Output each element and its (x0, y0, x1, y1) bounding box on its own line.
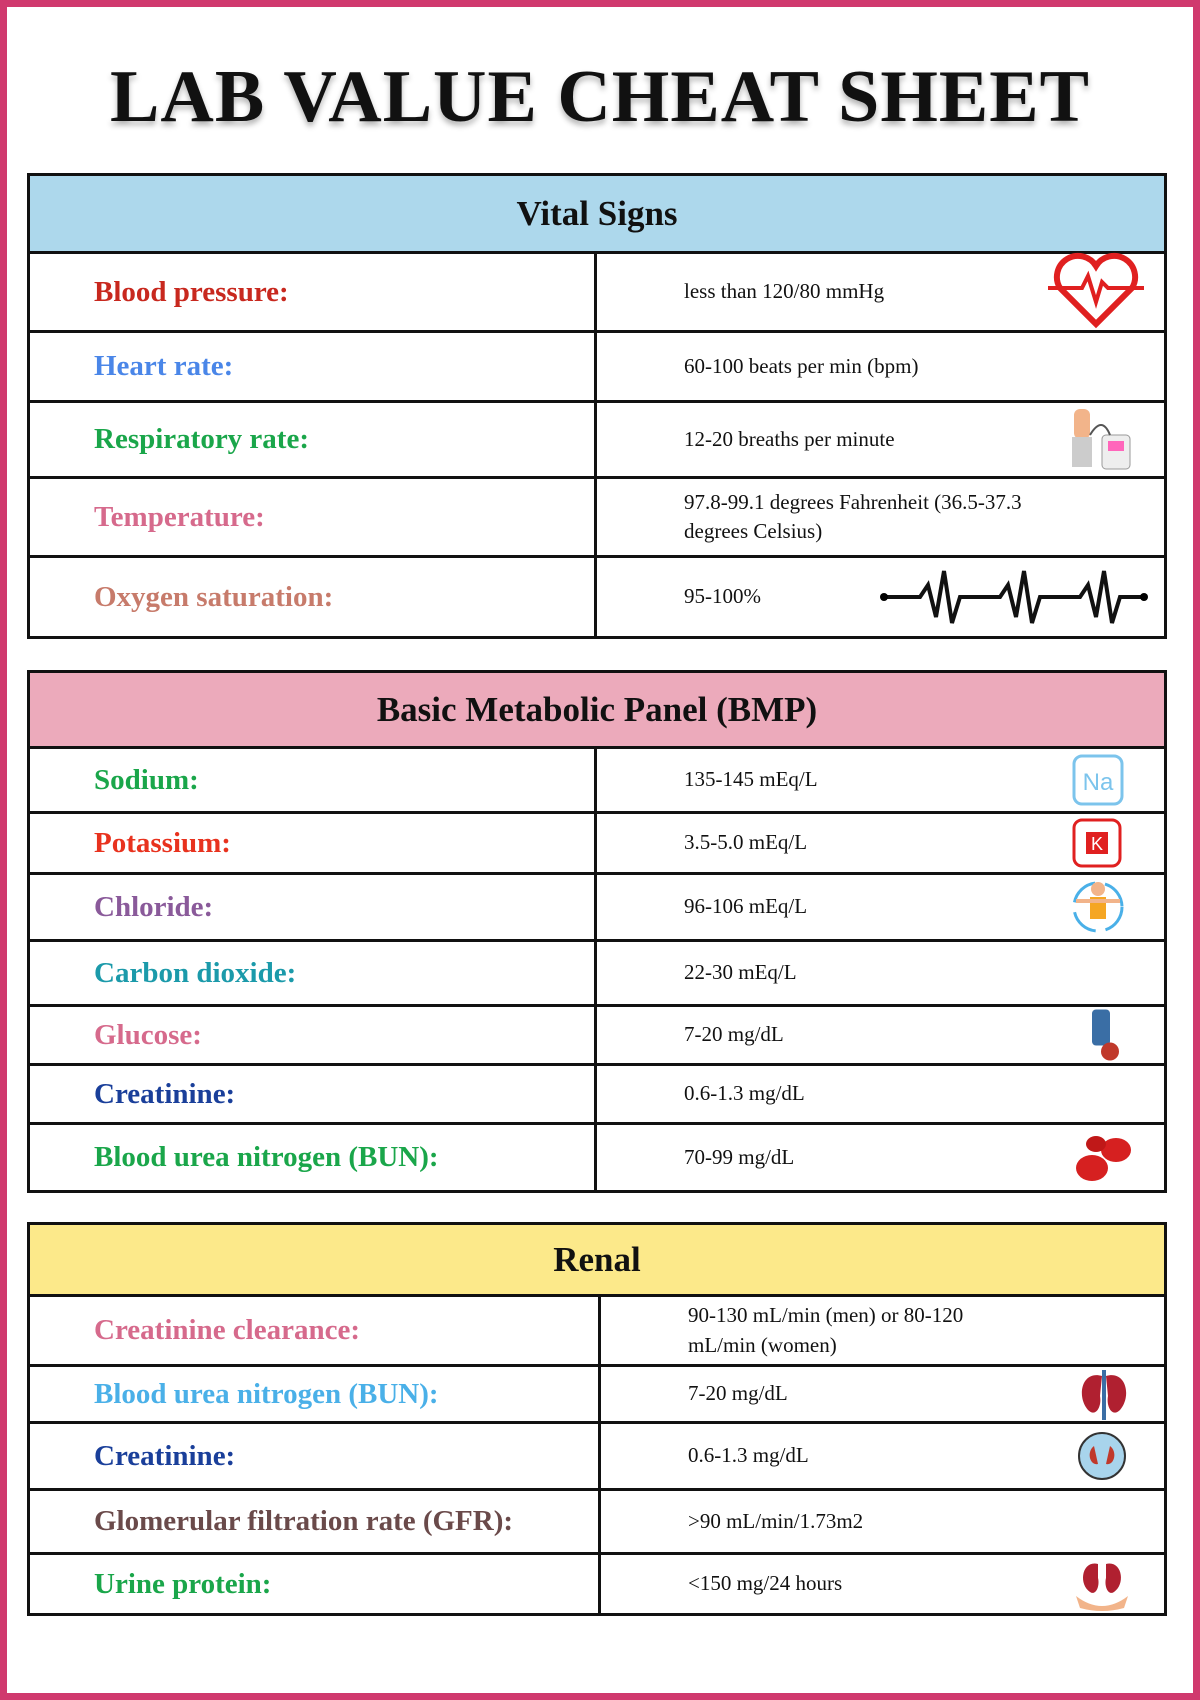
table-row: Glucose: 7-20 mg/dL (27, 1004, 1167, 1066)
row-label: Chloride: (27, 872, 597, 942)
table-row: Carbon dioxide: 22-30 mEq/L (27, 939, 1167, 1007)
row-label: Glomerular filtration rate (GFR): (27, 1488, 601, 1555)
svg-text:K: K (1091, 834, 1103, 854)
table-row: Blood urea nitrogen (BUN): 7-20 mg/dL (27, 1364, 1167, 1424)
value-text: 3.5-5.0 mEq/L (684, 830, 808, 855)
value-text: less than 120/80 mmHg (684, 279, 885, 304)
value-text: 96-106 mEq/L (684, 894, 808, 919)
icon (1076, 1135, 1131, 1181)
value-text: 7-20 mg/dL (684, 1022, 784, 1047)
table-row: Chloride: 96-106 mEq/L (27, 872, 1167, 942)
row-value: 0.6-1.3 mg/dL (598, 1421, 1167, 1491)
row-value: 7-20 mg/dL (594, 1004, 1167, 1066)
row-label: Blood urea nitrogen (BUN): (27, 1122, 597, 1193)
table-row: Blood urea nitrogen (BUN): 70-99 mg/dL (27, 1122, 1167, 1193)
row-value: 12-20 breaths per minute (594, 400, 1167, 479)
row-label: Sodium: (27, 746, 597, 814)
value-text: 97.8-99.1 degrees Fahrenheit (36.5-37.3 … (684, 489, 1022, 543)
svg-text:Na: Na (1083, 769, 1114, 796)
row-value: 96-106 mEq/L (594, 872, 1167, 942)
row-value: 60-100 beats per min (bpm) (594, 330, 1167, 403)
row-label: Oxygen saturation: (27, 555, 597, 639)
table-row: Urine protein: <150 mg/24 hours (27, 1552, 1167, 1616)
icon: Na (1072, 754, 1124, 806)
section-table: Renal Creatinine clearance: 90-130 mL/min … (27, 1222, 1167, 1616)
row-value: 0.6-1.3 mg/dL (594, 1063, 1167, 1125)
row-label: Respiratory rate: (27, 400, 597, 479)
icon (1072, 408, 1131, 469)
section-title: Vital Signs (27, 173, 1167, 254)
row-value: 3.5-5.0 mEq/L K (594, 811, 1167, 875)
icon: K (1072, 818, 1122, 868)
row-value: 90-130 mL/min (men) or 80-120 mL/min (wo… (598, 1294, 1167, 1367)
row-value: >90 mL/min/1.73m2 (598, 1488, 1167, 1555)
row-value: 95-100% (594, 555, 1167, 639)
row-label: Blood pressure: (27, 251, 597, 333)
row-value: 7-20 mg/dL (598, 1364, 1167, 1424)
value-text: 90-130 mL/min (men) or 80-120 mL/min (wo… (688, 1303, 964, 1357)
icon (1081, 1370, 1127, 1420)
value-text: >90 mL/min/1.73m2 (688, 1508, 864, 1533)
table-row: Blood pressure: less than 120/80 mmHg (27, 251, 1167, 333)
icon (1092, 1009, 1119, 1061)
table-row: Respiratory rate: 12-20 breaths per minut… (27, 400, 1167, 479)
table-row: Oxygen saturation: 95-100% (27, 555, 1167, 639)
table-row: Sodium: 135-145 mEq/L Na (27, 746, 1167, 814)
row-label: Carbon dioxide: (27, 939, 597, 1007)
value-text: 60-100 beats per min (bpm) (684, 353, 919, 378)
row-value: 70-99 mg/dL (594, 1122, 1167, 1193)
title: LAB VALUE CHEAT SHEET (110, 56, 1090, 138)
section-table: Basic Metabolic Panel (BMP) Sodium: 135-14… (27, 670, 1167, 1193)
section-title: Renal (27, 1222, 1167, 1297)
icon (1072, 881, 1124, 933)
icon (880, 570, 1148, 624)
row-label: Potassium: (27, 811, 597, 875)
table-row: Creatinine: 0.6-1.3 mg/dL (27, 1063, 1167, 1125)
row-label: Blood urea nitrogen (BUN): (27, 1364, 601, 1424)
row-value: <150 mg/24 hours (598, 1552, 1167, 1616)
section-table: Vital Signs Blood pressure: less than 120/… (27, 173, 1167, 639)
value-text: <150 mg/24 hours (688, 1571, 843, 1596)
row-value: 97.8-99.1 degrees Fahrenheit (36.5-37.3 … (594, 476, 1167, 558)
icon (1048, 252, 1144, 329)
value-text: 7-20 mg/dL (688, 1381, 788, 1406)
row-label: Glucose: (27, 1004, 597, 1066)
row-value: 22-30 mEq/L (594, 939, 1167, 1007)
table-row: Potassium: 3.5-5.0 mEq/L K (27, 811, 1167, 875)
table-row: Heart rate: 60-100 beats per min (bpm) (27, 330, 1167, 403)
row-label: Temperature: (27, 476, 597, 558)
table-row: Glomerular filtration rate (GFR): >90 mL/… (27, 1488, 1167, 1555)
icon (1076, 1563, 1128, 1611)
value-text: 12-20 breaths per minute (684, 426, 895, 451)
row-label: Creatinine: (27, 1421, 601, 1491)
row-label: Heart rate: (27, 330, 597, 403)
table-row: Temperature: 97.8-99.1 degrees Fahrenheit… (27, 476, 1167, 558)
table-row: Creatinine clearance: 90-130 mL/min (men)… (27, 1294, 1167, 1367)
icon (1078, 1432, 1126, 1480)
section-title: Basic Metabolic Panel (BMP) (27, 670, 1167, 749)
row-label: Urine protein: (27, 1552, 601, 1616)
value-text: 0.6-1.3 mg/dL (684, 1081, 805, 1106)
table-row: Creatinine: 0.6-1.3 mg/dL (27, 1421, 1167, 1491)
value-text: 95-100% (684, 584, 761, 609)
row-label: Creatinine clearance: (27, 1294, 601, 1367)
value-text: 22-30 mEq/L (684, 960, 797, 985)
value-text: 0.6-1.3 mg/dL (688, 1443, 809, 1468)
row-value: less than 120/80 mmHg (594, 251, 1167, 333)
value-text: 70-99 mg/dL (684, 1144, 795, 1169)
row-value: 135-145 mEq/L Na (594, 746, 1167, 814)
value-text: 135-145 mEq/L (684, 767, 818, 792)
row-label: Creatinine: (27, 1063, 597, 1125)
